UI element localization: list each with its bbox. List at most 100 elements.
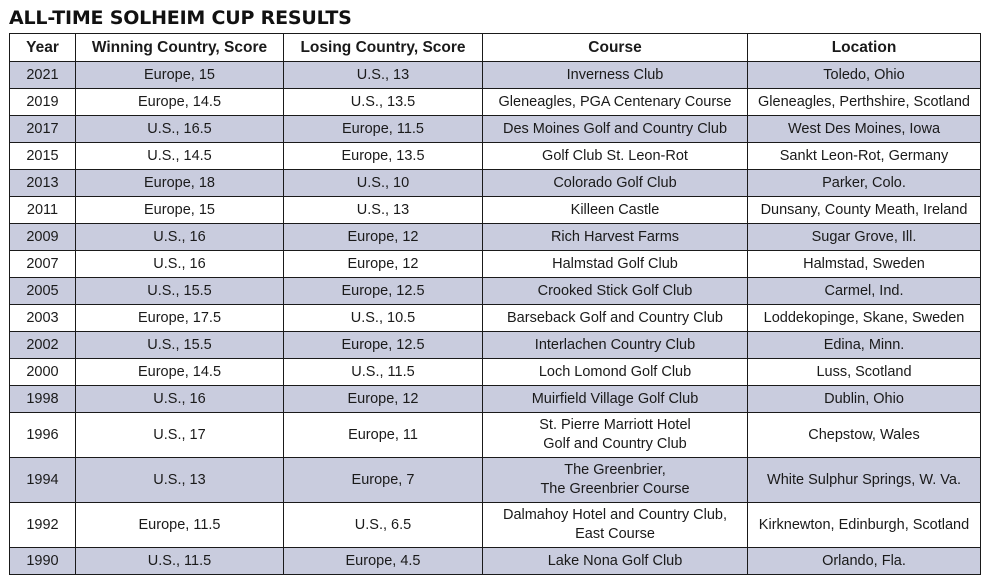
table-row: 2000 Europe, 14.5 U.S., 11.5 Loch Lomond Go… bbox=[9, 358, 981, 386]
location-cell: White Sulphur Springs, W. Va. bbox=[747, 457, 981, 503]
results-body: 2021 Europe, 15 U.S., 13 Inverness Club Tole… bbox=[9, 61, 981, 575]
location-cell: Luss, Scotland bbox=[747, 358, 981, 386]
location-cell: Parker, Colo. bbox=[747, 169, 981, 197]
year-cell: 1990 bbox=[9, 547, 76, 575]
loser-cell: Europe, 12.5 bbox=[283, 331, 483, 359]
loser-cell: U.S., 13 bbox=[283, 61, 483, 89]
location-cell: Orlando, Fla. bbox=[747, 547, 981, 575]
table-row: 2002 U.S., 15.5 Europe, 12.5 Interlachen Co… bbox=[9, 331, 981, 359]
table-row: 1990 U.S., 11.5 Europe, 4.5 Lake Nona Golf … bbox=[9, 547, 981, 575]
loser-cell: Europe, 4.5 bbox=[283, 547, 483, 575]
winner-cell: Europe, 17.5 bbox=[75, 304, 284, 332]
table-row: 1994 U.S., 13 Europe, 7 The Greenbrier, The … bbox=[9, 457, 981, 503]
course-cell: Halmstad Golf Club bbox=[482, 250, 748, 278]
table-row: 2021 Europe, 15 U.S., 13 Inverness Club Tole… bbox=[9, 61, 981, 89]
course-cell: Loch Lomond Golf Club bbox=[482, 358, 748, 386]
winner-cell: U.S., 16 bbox=[75, 385, 284, 413]
course-cell: Dalmahoy Hotel and Country Club, East Cou… bbox=[482, 502, 748, 548]
course-line: Rich Harvest Farms bbox=[550, 228, 680, 245]
header-row: Year Winning Country, Score Losing Count… bbox=[9, 33, 981, 62]
loser-cell: Europe, 11 bbox=[283, 412, 483, 458]
winner-cell: U.S., 15.5 bbox=[75, 277, 284, 305]
table-row: 2005 U.S., 15.5 Europe, 12.5 Crooked Stick … bbox=[9, 277, 981, 305]
winner-cell: U.S., 16 bbox=[75, 223, 284, 251]
course-cell: Barseback Golf and Country Club bbox=[482, 304, 748, 332]
course-cell: Rich Harvest Farms bbox=[482, 223, 748, 251]
course-cell: Muirfield Village Golf Club bbox=[482, 385, 748, 413]
course-cell: Des Moines Golf and Country Club bbox=[482, 115, 748, 143]
loser-cell: U.S., 11.5 bbox=[283, 358, 483, 386]
year-cell: 2007 bbox=[9, 250, 76, 278]
header-winning-country: Winning Country, Score bbox=[75, 33, 284, 62]
location-cell: West Des Moines, Iowa bbox=[747, 115, 981, 143]
table-row: 2009 U.S., 16 Europe, 12 Rich Harvest Farms… bbox=[9, 223, 981, 251]
course-line: The Greenbrier, bbox=[564, 462, 666, 478]
course-line: Inverness Club bbox=[566, 66, 664, 83]
winner-cell: Europe, 14.5 bbox=[75, 88, 284, 116]
course-line: Gleneagles, PGA Centenary Course bbox=[498, 93, 732, 110]
year-cell: 2003 bbox=[9, 304, 76, 332]
location-cell: Gleneagles, Perthshire, Scotland bbox=[747, 88, 981, 116]
location-cell: Sugar Grove, Ill. bbox=[747, 223, 981, 251]
header-year: Year bbox=[9, 33, 76, 62]
year-cell: 2019 bbox=[9, 88, 76, 116]
location-cell: Edina, Minn. bbox=[747, 331, 981, 359]
course-cell: Golf Club St. Leon-Rot bbox=[482, 142, 748, 170]
year-cell: 2021 bbox=[9, 61, 76, 89]
course-line: Colorado Golf Club bbox=[553, 174, 677, 191]
location-cell: Carmel, Ind. bbox=[747, 277, 981, 305]
winner-cell: Europe, 11.5 bbox=[75, 502, 284, 548]
loser-cell: Europe, 11.5 bbox=[283, 115, 483, 143]
course-line: Interlachen Country Club bbox=[534, 336, 696, 353]
location-cell: Halmstad, Sweden bbox=[747, 250, 981, 278]
course-line: Lake Nona Golf Club bbox=[547, 552, 683, 569]
course-line: Crooked Stick Golf Club bbox=[537, 282, 693, 299]
winner-cell: U.S., 16.5 bbox=[75, 115, 284, 143]
course-cell: St. Pierre Marriott Hotel Golf and Countr… bbox=[482, 412, 748, 458]
location-cell: Dublin, Ohio bbox=[747, 385, 981, 413]
course-line: Barseback Golf and Country Club bbox=[507, 309, 723, 326]
location-cell: Loddekopinge, Skane, Sweden bbox=[747, 304, 981, 332]
course-cell: Crooked Stick Golf Club bbox=[482, 277, 748, 305]
winner-cell: U.S., 16 bbox=[75, 250, 284, 278]
course-line: Halmstad Golf Club bbox=[552, 255, 678, 272]
table-row: 2019 Europe, 14.5 U.S., 13.5 Gleneagles, PG… bbox=[9, 88, 981, 116]
winner-cell: Europe, 15 bbox=[75, 196, 284, 224]
table-row: 2011 Europe, 15 U.S., 13 Killeen Castle Duns… bbox=[9, 196, 981, 224]
winner-cell: Europe, 15 bbox=[75, 61, 284, 89]
course-cell: Killeen Castle bbox=[482, 196, 748, 224]
course-cell: Inverness Club bbox=[482, 61, 748, 89]
year-cell: 2011 bbox=[9, 196, 76, 224]
year-cell: 1994 bbox=[9, 457, 76, 503]
year-cell: 1992 bbox=[9, 502, 76, 548]
course-line: Dalmahoy Hotel and Country Club, bbox=[502, 507, 728, 523]
year-cell: 2013 bbox=[9, 169, 76, 197]
year-cell: 2002 bbox=[9, 331, 76, 359]
course-line: Des Moines Golf and Country Club bbox=[502, 120, 728, 137]
year-cell: 1996 bbox=[9, 412, 76, 458]
winner-cell: U.S., 13 bbox=[75, 457, 284, 503]
loser-cell: U.S., 6.5 bbox=[283, 502, 483, 548]
loser-cell: Europe, 13.5 bbox=[283, 142, 483, 170]
year-cell: 2005 bbox=[9, 277, 76, 305]
header-losing-country: Losing Country, Score bbox=[283, 33, 483, 62]
course-cell: Gleneagles, PGA Centenary Course bbox=[482, 88, 748, 116]
loser-cell: Europe, 12 bbox=[283, 385, 483, 413]
year-cell: 2000 bbox=[9, 358, 76, 386]
course-line: Loch Lomond Golf Club bbox=[538, 363, 692, 380]
table-row: 1996 U.S., 17 Europe, 11 St. Pierre Marriot… bbox=[9, 412, 981, 458]
winner-cell: U.S., 14.5 bbox=[75, 142, 284, 170]
course-cell: Lake Nona Golf Club bbox=[482, 547, 748, 575]
year-cell: 2009 bbox=[9, 223, 76, 251]
loser-cell: Europe, 7 bbox=[283, 457, 483, 503]
table-row: 2017 U.S., 16.5 Europe, 11.5 Des Moines Gol… bbox=[9, 115, 981, 143]
results-table: Year Winning Country, Score Losing Count… bbox=[9, 33, 981, 575]
loser-cell: U.S., 10 bbox=[283, 169, 483, 197]
course-cell: Colorado Golf Club bbox=[482, 169, 748, 197]
loser-cell: U.S., 13.5 bbox=[283, 88, 483, 116]
table-row: 2013 Europe, 18 U.S., 10 Colorado Golf Club… bbox=[9, 169, 981, 197]
loser-cell: U.S., 10.5 bbox=[283, 304, 483, 332]
year-cell: 2017 bbox=[9, 115, 76, 143]
loser-cell: Europe, 12.5 bbox=[283, 277, 483, 305]
course-line: The Greenbrier Course bbox=[540, 481, 690, 497]
